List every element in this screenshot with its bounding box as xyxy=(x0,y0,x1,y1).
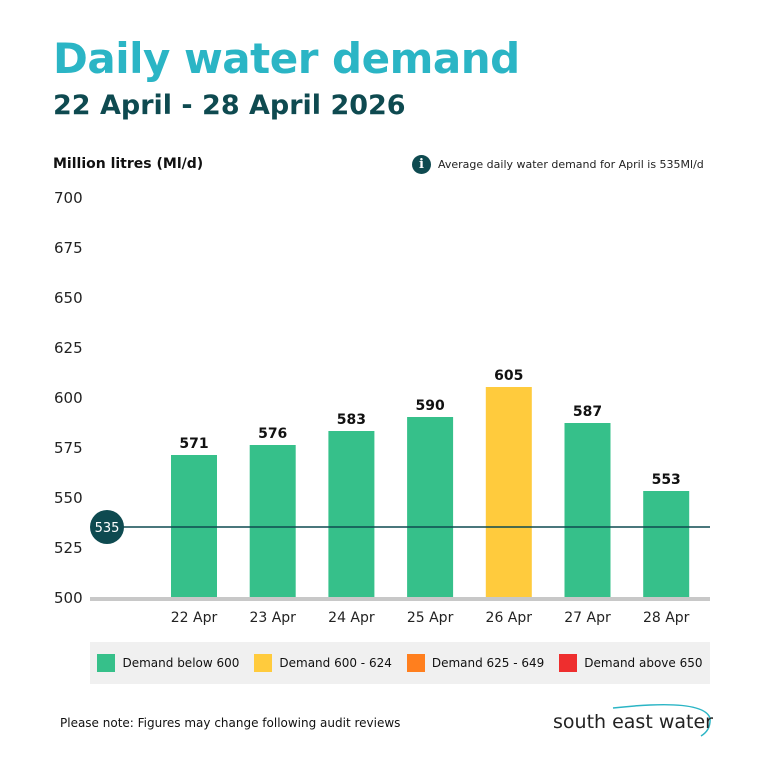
y-tick-label: 625 xyxy=(54,339,83,357)
legend-item-600-624: Demand 600 - 624 xyxy=(254,654,392,672)
y-tick-label: 500 xyxy=(54,589,83,607)
chart-subtitle: 22 April - 28 April 2026 xyxy=(53,90,406,121)
y-tick-label: 550 xyxy=(54,489,83,507)
x-tick-label: 28 Apr xyxy=(643,610,690,626)
bar-26-apr xyxy=(485,387,532,597)
data-label: 571 xyxy=(179,436,208,452)
bar-28-apr xyxy=(643,491,690,597)
x-tick-label: 24 Apr xyxy=(328,610,375,626)
legend-label: Demand 600 - 624 xyxy=(279,656,392,670)
y-tick-label: 525 xyxy=(54,539,83,557)
legend-item-above-650: Demand above 650 xyxy=(559,654,703,672)
bar-23-apr xyxy=(249,445,296,597)
data-label: 590 xyxy=(415,398,444,414)
average-note-text: Average daily water demand for April is … xyxy=(438,158,704,171)
x-tick-label: 27 Apr xyxy=(564,610,611,626)
y-tick-label: 600 xyxy=(54,389,83,407)
bar-24-apr xyxy=(328,431,375,597)
legend-swatch xyxy=(559,654,578,672)
data-label: 605 xyxy=(494,368,523,384)
x-tick-label: 26 Apr xyxy=(486,610,533,626)
chart-title: Daily water demand xyxy=(53,34,520,83)
y-tick-label: 650 xyxy=(54,289,83,307)
y-tick-label: 700 xyxy=(54,189,83,207)
average-label: 535 xyxy=(95,521,120,536)
x-tick-label: 25 Apr xyxy=(407,610,454,626)
legend-swatch xyxy=(97,654,116,672)
x-axis-baseline xyxy=(90,597,710,601)
x-tick-label: 22 Apr xyxy=(171,610,218,626)
bar-22-apr xyxy=(171,455,217,597)
legend-item-below-600: Demand below 600 xyxy=(97,654,239,672)
legend-swatch xyxy=(254,654,273,672)
svg-text:south east water: south east water xyxy=(553,711,713,733)
legend-label: Demand above 650 xyxy=(584,656,703,670)
data-label: 553 xyxy=(652,472,681,488)
bar-chart: 700 675 650 625 600 575 550 525 500 571 22 Apr 576 2… xyxy=(54,189,710,626)
y-tick-label: 575 xyxy=(54,439,83,457)
south-east-water-logo: south east water xyxy=(553,703,713,737)
x-tick-label: 23 Apr xyxy=(249,610,296,626)
bar-27-apr xyxy=(564,423,611,597)
legend-item-625-649: Demand 625 - 649 xyxy=(406,654,545,672)
data-label: 576 xyxy=(258,426,287,442)
legend-label: Demand below 600 xyxy=(122,656,240,670)
average-note: i Average daily water demand for April i… xyxy=(412,155,704,174)
info-icon: i xyxy=(412,155,431,174)
data-label: 583 xyxy=(337,412,366,428)
average-marker xyxy=(90,510,124,544)
y-tick-label: 675 xyxy=(54,239,83,257)
data-label: 587 xyxy=(573,404,602,420)
footnote: Please note: Figures may change followin… xyxy=(60,716,401,730)
bar-25-apr xyxy=(407,417,454,597)
y-axis-label: Million litres (Ml/d) xyxy=(53,156,204,172)
legend-swatch xyxy=(406,654,425,672)
legend-label: Demand 625 - 649 xyxy=(431,656,545,670)
legend: Demand below 600 Demand 600 - 624 Demand… xyxy=(90,642,710,684)
